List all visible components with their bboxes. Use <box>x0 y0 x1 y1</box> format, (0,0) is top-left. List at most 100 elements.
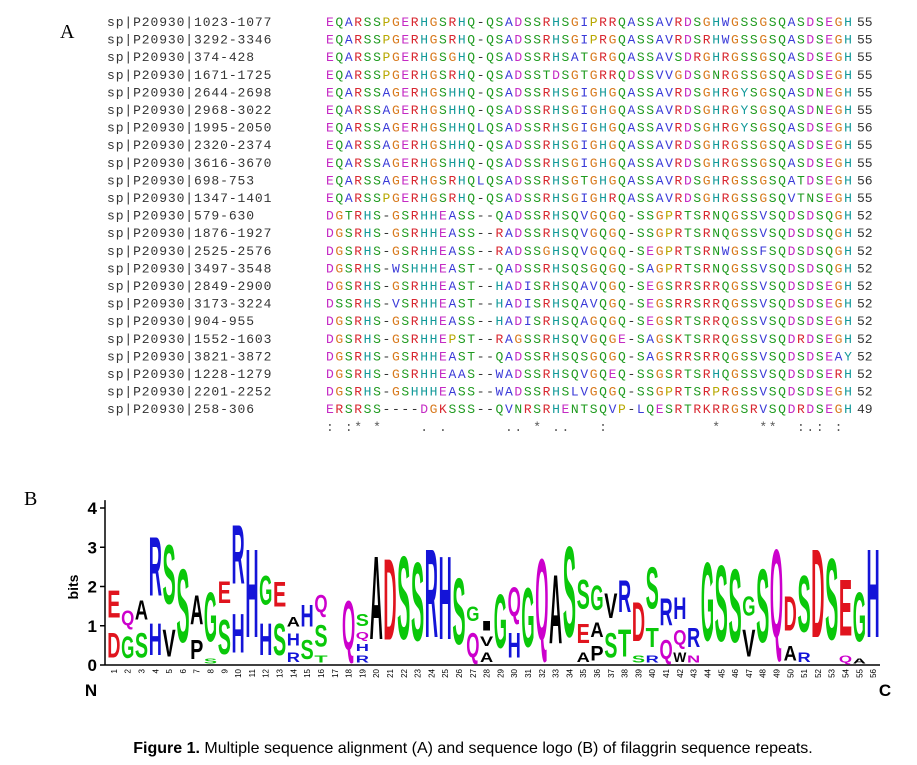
logo-letter: Q <box>342 586 355 664</box>
caption-label: Figure 1. <box>133 740 200 757</box>
position-label: 17 <box>331 668 340 677</box>
position-label: 24 <box>427 668 436 677</box>
position-label: 3 <box>138 668 147 673</box>
position-label: 8 <box>207 668 216 673</box>
logo-letter: S <box>825 535 838 665</box>
y-tick-label: 4 <box>88 499 98 518</box>
logo-letter: A <box>135 596 148 627</box>
sequence-name: sp|P20930|904-955 <box>107 314 255 329</box>
position-label: 2 <box>124 668 133 673</box>
position-label: 35 <box>579 668 588 677</box>
sequence-name: sp|P20930|3173-3224 <box>107 297 272 312</box>
logo-letter: G <box>204 579 217 657</box>
logo-letter: S <box>301 635 314 666</box>
sequence-name: sp|P20930|698-753 <box>107 173 255 188</box>
logo-letter: S <box>452 560 465 665</box>
logo-letter: E <box>577 619 590 650</box>
sequence-length: 52 <box>857 385 873 400</box>
position-label: 55 <box>855 668 864 677</box>
logo-letter: S <box>218 610 231 665</box>
sequence-name: sp|P20930|2525-2576 <box>107 244 272 259</box>
sequence-name: sp|P20930|3292-3346 <box>107 33 272 48</box>
conservation: : : * * . . .. * .. : * * * :.: : <box>326 420 842 435</box>
position-label: 21 <box>386 668 395 677</box>
logo-letter: H <box>232 602 245 665</box>
logo-letter: A <box>577 650 590 665</box>
position-label: 1 <box>110 668 119 673</box>
position-label: 48 <box>759 668 768 677</box>
position-label: 19 <box>358 668 367 677</box>
sequence-name: sp|P20930|1228-1279 <box>107 367 272 382</box>
logo-letter: H <box>301 600 314 634</box>
logo-letter: S <box>577 570 590 617</box>
sequence-name: sp|P20930|3821-3872 <box>107 349 272 364</box>
sequence-name: sp|P20930|2849-2900 <box>107 279 272 294</box>
logo-letter: G <box>590 578 603 617</box>
sequence-length: 55 <box>857 103 873 118</box>
sequence-name: sp|P20930|2201-2252 <box>107 385 272 400</box>
position-label: 23 <box>414 668 423 677</box>
sequence-name: sp|P20930|3497-3548 <box>107 261 272 276</box>
logo-letter: D <box>383 535 396 665</box>
sequence-length: 52 <box>857 332 873 347</box>
logo-letter: G <box>466 604 479 627</box>
logo-letter: S <box>756 549 769 666</box>
sequence-name: sp|P20930|1347-1401 <box>107 191 272 206</box>
sequence-name: sp|P20930|374-428 <box>107 50 255 65</box>
position-label: 28 <box>483 668 492 677</box>
logo-letter: V <box>604 587 617 626</box>
sequence-length: 55 <box>857 85 873 100</box>
y-tick-label: 1 <box>88 617 97 636</box>
position-label: 45 <box>717 668 726 677</box>
logo-letter: V <box>163 623 177 666</box>
position-label: 10 <box>234 668 243 677</box>
sequence-name: sp|P20930|1995-2050 <box>107 121 272 136</box>
panel-label: B <box>24 488 37 510</box>
position-label: 56 <box>869 668 878 677</box>
position-label: 40 <box>648 668 657 677</box>
logo-letter: Q <box>121 607 134 630</box>
logo-letter: G <box>494 578 507 665</box>
sequence-length: 52 <box>857 209 873 224</box>
position-label: 41 <box>662 668 671 677</box>
logo-letter: P <box>590 643 603 666</box>
logo-letter: H <box>245 524 258 665</box>
position-label: 27 <box>469 668 478 677</box>
position-label: 46 <box>731 668 740 677</box>
sequence-length: 55 <box>857 68 873 83</box>
c-terminus-label: C <box>879 681 891 700</box>
sequence-length: 52 <box>857 349 873 364</box>
logo-letter: Q <box>466 625 479 664</box>
position-label: 38 <box>621 668 630 677</box>
position-label: 9 <box>220 668 229 673</box>
logo-letter: V <box>480 634 494 650</box>
sequence-length: 55 <box>857 50 873 65</box>
sequence-name: sp|P20930|579-630 <box>107 209 255 224</box>
position-label: 11 <box>248 668 257 677</box>
y-tick-label: 2 <box>88 578 97 597</box>
logo-letter: R <box>646 654 659 665</box>
sequence-length: 52 <box>857 297 873 312</box>
logo-letter: R <box>232 508 245 602</box>
sequence-name: sp|P20930|1876-1927 <box>107 226 272 241</box>
logo-letter: S <box>563 519 576 664</box>
logo-letter: R <box>149 519 162 613</box>
sequence-name: sp|P20930|1552-1603 <box>107 332 272 347</box>
position-label: 25 <box>441 668 450 677</box>
logo-letter: N <box>687 654 700 665</box>
logo-letter: Q <box>673 627 686 650</box>
position-label: 33 <box>552 668 561 677</box>
logo-letter: G <box>742 590 755 621</box>
sequence-length: 55 <box>857 138 873 153</box>
logo-letter: S <box>411 540 424 665</box>
